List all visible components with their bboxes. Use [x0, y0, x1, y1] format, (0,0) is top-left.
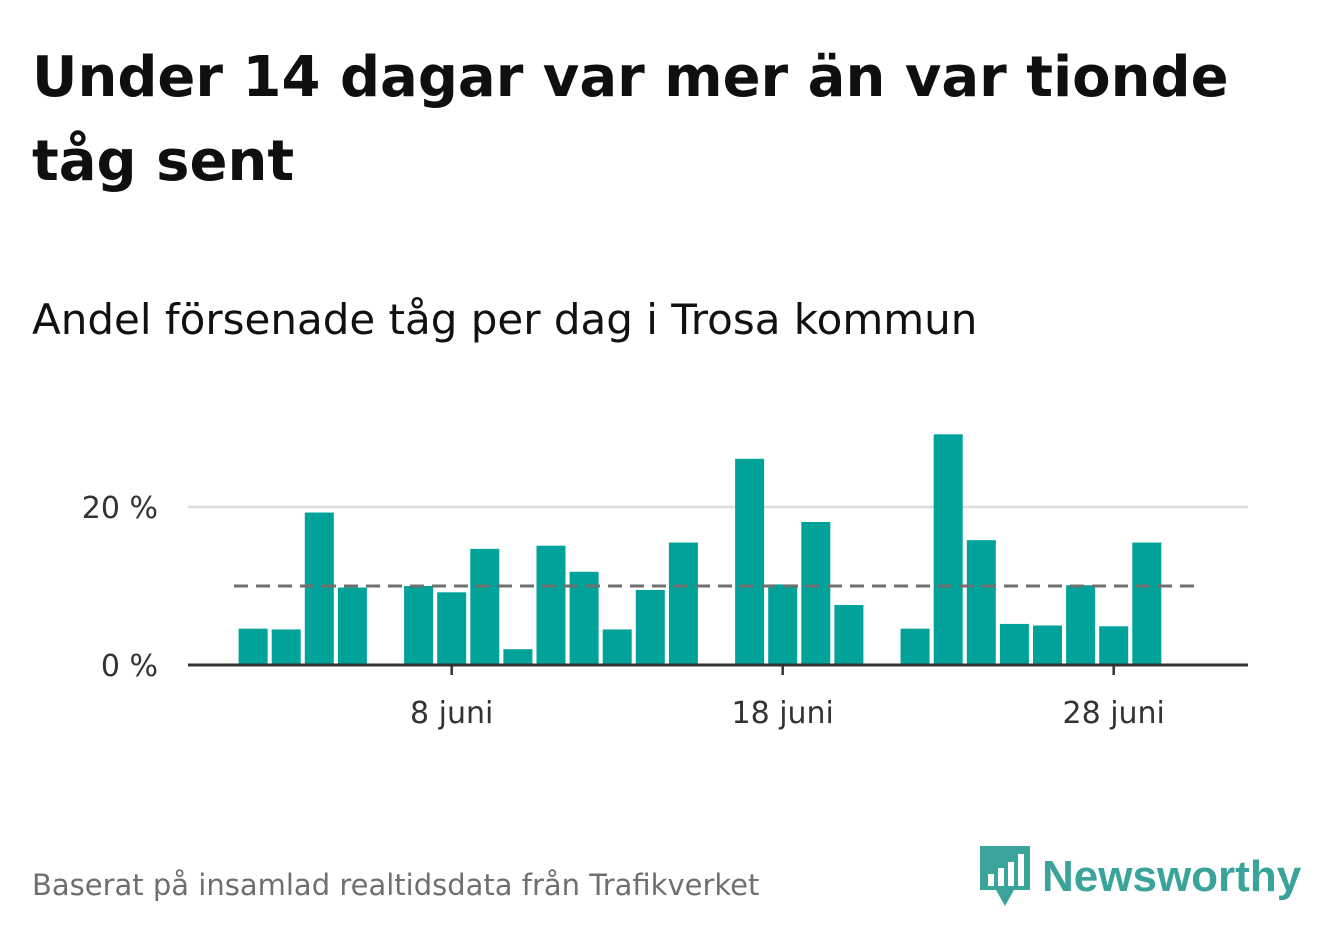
bar	[503, 649, 533, 665]
brand-name: Newsworthy	[1042, 852, 1302, 901]
chart-title: Under 14 dagar var mer än var tionde tåg…	[32, 45, 1229, 194]
bar	[1099, 626, 1129, 665]
y-tick-label: 0 %	[101, 649, 158, 684]
bar	[304, 512, 334, 665]
x-tick-label: 18 juni	[731, 696, 833, 731]
bar	[966, 540, 996, 665]
bar	[602, 629, 632, 665]
bar	[337, 587, 367, 665]
bar	[1066, 585, 1096, 665]
bar	[271, 629, 301, 665]
bar	[668, 542, 698, 665]
bar	[635, 589, 665, 665]
bar	[238, 628, 268, 665]
y-tick-label: 20 %	[82, 491, 158, 526]
bar	[437, 592, 467, 665]
x-tick-label: 28 juni	[1062, 696, 1164, 731]
bar	[933, 434, 963, 665]
bars	[238, 434, 1162, 665]
bar	[1132, 542, 1162, 665]
brand-logo: Newsworthy	[980, 846, 1301, 908]
chart-subtitle: Andel försenade tåg per dag i Trosa komm…	[32, 295, 978, 344]
bar	[801, 522, 831, 665]
bar	[536, 545, 566, 665]
bar	[900, 628, 930, 665]
bar-chart: 0 % 20 % 8 juni 18 juni 28 juni	[82, 434, 1248, 731]
bar	[834, 604, 864, 665]
x-tick-label: 8 juni	[410, 696, 493, 731]
bar	[404, 586, 434, 665]
bar	[470, 548, 500, 665]
bar	[768, 584, 798, 665]
bar	[1033, 625, 1062, 665]
newsworthy-bar-chart-icon	[980, 846, 1030, 906]
axes: 0 % 20 % 8 juni 18 juni 28 juni	[82, 491, 1248, 731]
bar	[999, 623, 1029, 665]
source-note: Baserat på insamlad realtidsdata från Tr…	[32, 868, 760, 902]
bar	[735, 458, 765, 665]
